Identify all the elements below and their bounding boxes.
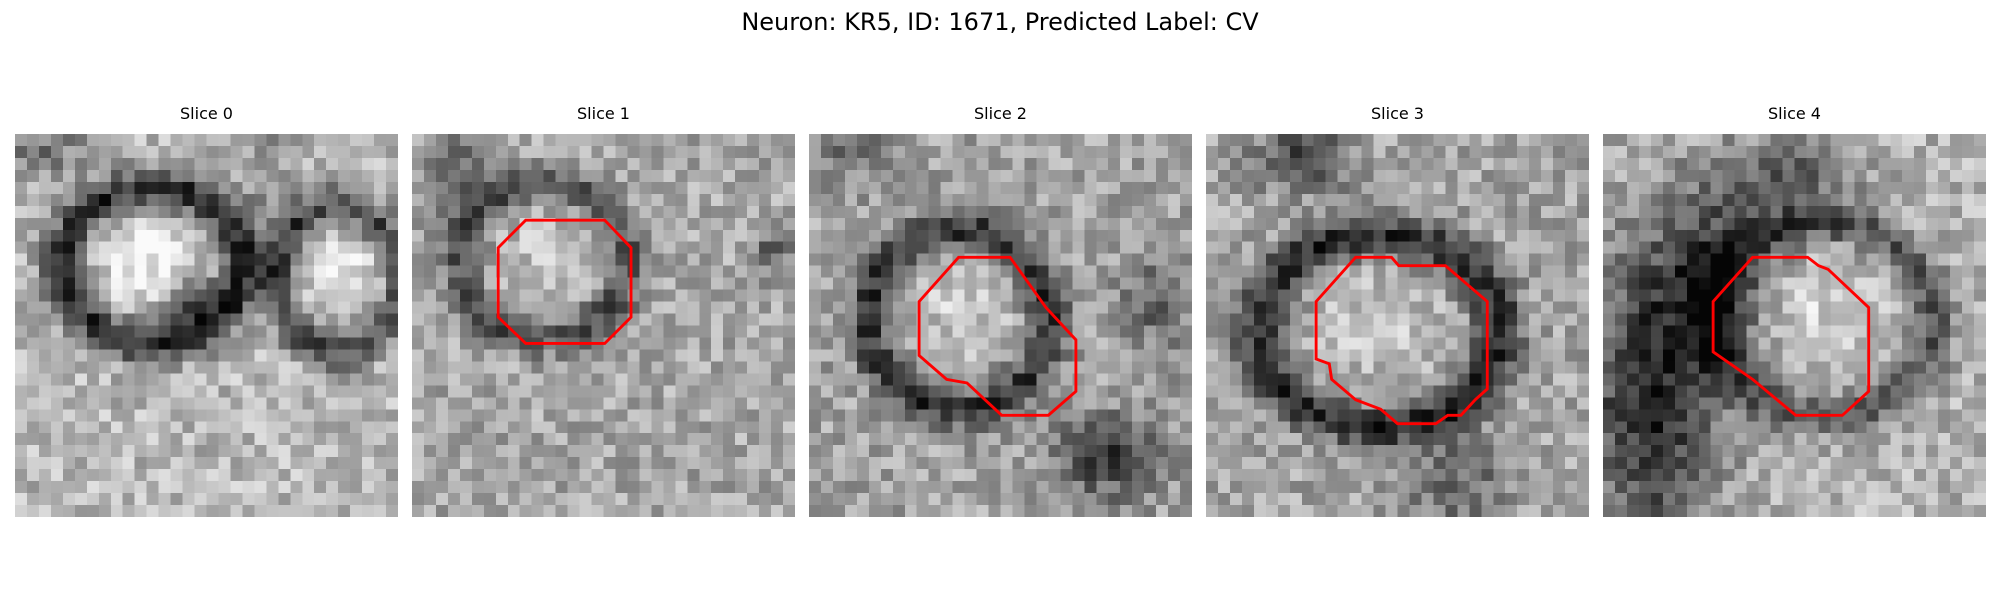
- panel-title: Slice 0: [180, 104, 233, 123]
- segmentation-contour: [1711, 255, 1871, 417]
- segmentation-contour: [917, 255, 1078, 417]
- panel-slice-3: Slice 3: [1206, 104, 1589, 517]
- panel-title: Slice 1: [577, 104, 630, 123]
- grayscale-image: [15, 134, 398, 517]
- panel-title: Slice 2: [974, 104, 1027, 123]
- grayscale-image: [412, 134, 795, 517]
- segmentation-contour: [496, 218, 633, 345]
- panel-slice-4: Slice 4: [1603, 104, 1986, 517]
- grayscale-image: [1206, 134, 1589, 517]
- panel-title: Slice 4: [1768, 104, 1821, 123]
- grayscale-image: [1603, 134, 1986, 517]
- figure-title: Neuron: KR5, ID: 1671, Predicted Label: …: [741, 8, 1259, 36]
- panel-title: Slice 3: [1371, 104, 1424, 123]
- grayscale-image: [809, 134, 1192, 517]
- segmentation-contour: [1314, 255, 1489, 426]
- panel-slice-0: Slice 0: [15, 104, 398, 517]
- panel-slice-2: Slice 2: [809, 104, 1192, 517]
- panel-slice-1: Slice 1: [412, 104, 795, 517]
